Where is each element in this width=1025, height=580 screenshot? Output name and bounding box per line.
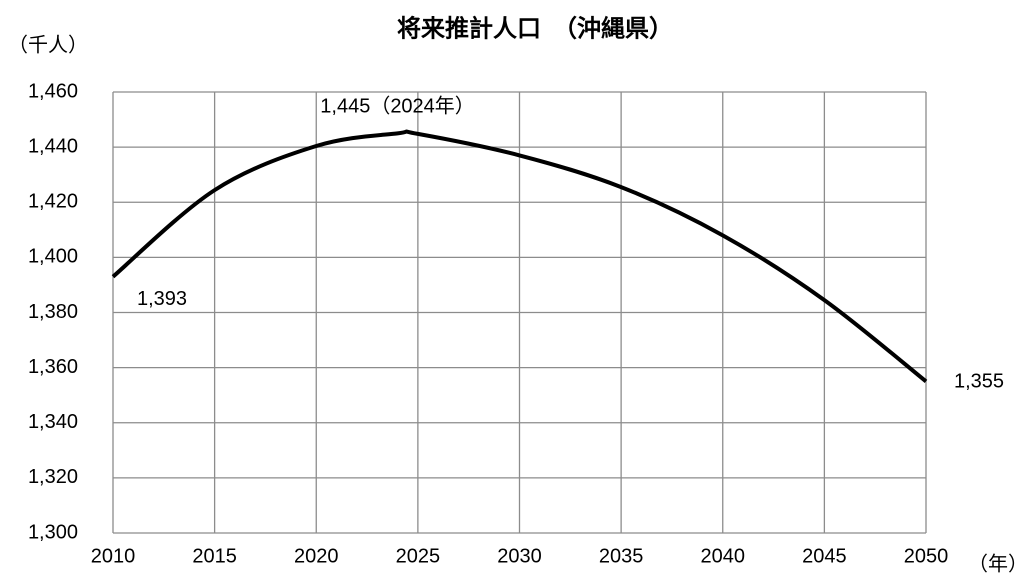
data-label: 1,445（2024年） bbox=[320, 95, 475, 118]
x-tick-label: 2035 bbox=[599, 545, 644, 567]
x-tick-label: 2020 bbox=[294, 545, 339, 567]
x-tick-label: 2045 bbox=[802, 545, 847, 567]
x-tick-label: 2040 bbox=[701, 545, 746, 567]
x-tick-label: 2050 bbox=[904, 545, 949, 567]
x-tick-label: 2010 bbox=[91, 545, 136, 567]
data-label: 1,393 bbox=[137, 288, 187, 310]
y-tick-label: 1,320 bbox=[28, 466, 78, 488]
x-tick-label: 2030 bbox=[497, 545, 542, 567]
y-tick-label: 1,380 bbox=[28, 301, 78, 323]
x-tick-label: 2025 bbox=[396, 545, 441, 567]
y-tick-label: 1,300 bbox=[28, 521, 78, 543]
chart-title: 将来推計人口 （沖縄県） bbox=[397, 14, 673, 42]
y-tick-label: 1,440 bbox=[28, 135, 78, 157]
line-series bbox=[111, 129, 928, 383]
y-tick-label: 1,340 bbox=[28, 411, 78, 433]
y-tick-label: 1,420 bbox=[28, 191, 78, 213]
y-tick-label: 1,400 bbox=[28, 246, 78, 268]
x-tick-label: 2015 bbox=[192, 545, 237, 567]
data-label: 1,355 bbox=[954, 371, 1004, 393]
y-axis-label: （千人） bbox=[8, 33, 88, 56]
x-axis-label: （年） bbox=[968, 552, 1025, 575]
y-tick-label: 1,360 bbox=[28, 356, 78, 378]
y-tick-label: 1,460 bbox=[28, 80, 78, 102]
